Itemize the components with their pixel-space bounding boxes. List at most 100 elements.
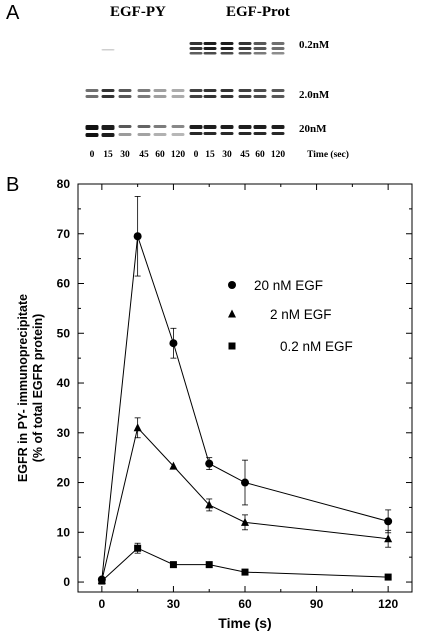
blot-band bbox=[137, 95, 151, 98]
series-line bbox=[101, 426, 389, 581]
blot-band bbox=[271, 132, 285, 135]
data-point bbox=[133, 232, 142, 241]
series-triangle bbox=[97, 417, 393, 585]
data-point bbox=[169, 561, 177, 569]
blot-band bbox=[203, 95, 217, 98]
time-caption: Time (sec) bbox=[307, 150, 349, 160]
data-point bbox=[205, 459, 214, 468]
y-axis-label-line1: EGFR in PY- immunoprecipitate bbox=[16, 294, 30, 482]
legend-label: 0.2 nM EGF bbox=[280, 339, 353, 354]
blot-band bbox=[153, 133, 167, 136]
lane-time-left: 60 bbox=[155, 150, 165, 160]
blot-band bbox=[85, 133, 99, 137]
blot-band bbox=[153, 95, 167, 98]
y-tick-label: 0 bbox=[63, 575, 70, 589]
blot-band bbox=[153, 89, 167, 92]
blot-band bbox=[271, 89, 285, 92]
data-point bbox=[241, 517, 249, 526]
blot-band bbox=[220, 125, 234, 129]
data-point bbox=[205, 500, 214, 509]
legend-marker bbox=[228, 309, 236, 318]
x-tick-label: 60 bbox=[238, 597, 252, 611]
blot-band bbox=[253, 42, 267, 45]
blot-band bbox=[238, 95, 252, 98]
blot-band bbox=[118, 133, 132, 136]
blot-band bbox=[203, 42, 217, 45]
lane-time-left: 0 bbox=[89, 150, 95, 160]
y-tick-label: 20 bbox=[57, 476, 71, 490]
blot-band bbox=[101, 49, 115, 51]
blot-band bbox=[85, 95, 99, 98]
lane-time-right: 30 bbox=[222, 150, 232, 160]
blot-band bbox=[271, 47, 285, 50]
data-point bbox=[384, 534, 393, 543]
blot-band bbox=[118, 95, 132, 98]
blot-band bbox=[238, 47, 252, 50]
concentration-label-20nm: 20nM bbox=[299, 123, 327, 135]
legend-marker bbox=[228, 281, 236, 289]
blot-band bbox=[238, 42, 252, 45]
concentration-label-2nm: 2.0nM bbox=[299, 89, 330, 101]
y-tick-label: 60 bbox=[57, 277, 71, 291]
y-tick-label: 40 bbox=[57, 376, 71, 390]
blot-band bbox=[253, 125, 267, 129]
lane-time-left: 45 bbox=[139, 150, 149, 160]
lane-time-left: 15 bbox=[103, 150, 113, 160]
blot-band bbox=[189, 89, 203, 92]
blot-band bbox=[137, 89, 151, 92]
blot-band bbox=[253, 95, 267, 98]
blot-band bbox=[189, 52, 203, 55]
blot-band bbox=[137, 125, 151, 128]
legend-marker bbox=[228, 342, 236, 350]
blot-band bbox=[220, 47, 234, 50]
blot-band bbox=[203, 47, 217, 50]
blot-band bbox=[171, 95, 185, 98]
blot-band bbox=[171, 89, 185, 92]
y-tick-label: 30 bbox=[57, 426, 71, 440]
x-tick-label: 0 bbox=[99, 597, 106, 611]
lane-time-left: 30 bbox=[120, 150, 130, 160]
blot-band bbox=[238, 52, 252, 55]
blot-band bbox=[101, 95, 115, 98]
blot-band bbox=[189, 47, 203, 50]
western-blot-image bbox=[85, 42, 285, 137]
blot-band bbox=[85, 89, 99, 92]
blot-band bbox=[118, 125, 132, 128]
y-axis-label-line2: (% of total EGFR protein) bbox=[31, 314, 45, 463]
series-square bbox=[98, 542, 392, 585]
x-tick-label: 90 bbox=[310, 597, 324, 611]
lane-time-right: 15 bbox=[205, 150, 215, 160]
blot-band bbox=[171, 125, 185, 128]
data-point bbox=[134, 544, 142, 552]
egf-py-header: EGF-PY bbox=[110, 4, 166, 20]
blot-band bbox=[203, 132, 217, 135]
lane-time-left: 120 bbox=[170, 150, 186, 160]
data-point bbox=[133, 423, 142, 432]
blot-band bbox=[253, 47, 267, 50]
blot-band bbox=[220, 89, 234, 92]
blot-band bbox=[253, 132, 267, 135]
blot-band bbox=[85, 125, 99, 130]
blot-band bbox=[203, 52, 217, 55]
data-point bbox=[97, 575, 106, 584]
x-tick-label: 30 bbox=[167, 597, 181, 611]
blot-band bbox=[101, 89, 115, 92]
blot-band bbox=[238, 89, 252, 92]
series-circle bbox=[97, 196, 393, 584]
plot-frame bbox=[77, 183, 413, 593]
blot-band bbox=[253, 89, 267, 92]
blot-band bbox=[220, 52, 234, 55]
blot-band bbox=[203, 125, 217, 129]
blot-band bbox=[189, 132, 203, 135]
blot-band bbox=[203, 89, 217, 92]
lane-time-right: 45 bbox=[240, 150, 250, 160]
lane-time-labels: 0 15 30 45 60 120 0 15 30 45 60 120 Time… bbox=[0, 150, 427, 164]
blot-band bbox=[238, 132, 252, 135]
blot-band bbox=[189, 95, 203, 98]
data-point bbox=[98, 577, 106, 585]
data-point bbox=[384, 517, 393, 526]
blot-band bbox=[189, 125, 203, 129]
blot-band bbox=[118, 89, 132, 92]
data-point bbox=[241, 568, 249, 576]
blot-band bbox=[271, 125, 285, 129]
